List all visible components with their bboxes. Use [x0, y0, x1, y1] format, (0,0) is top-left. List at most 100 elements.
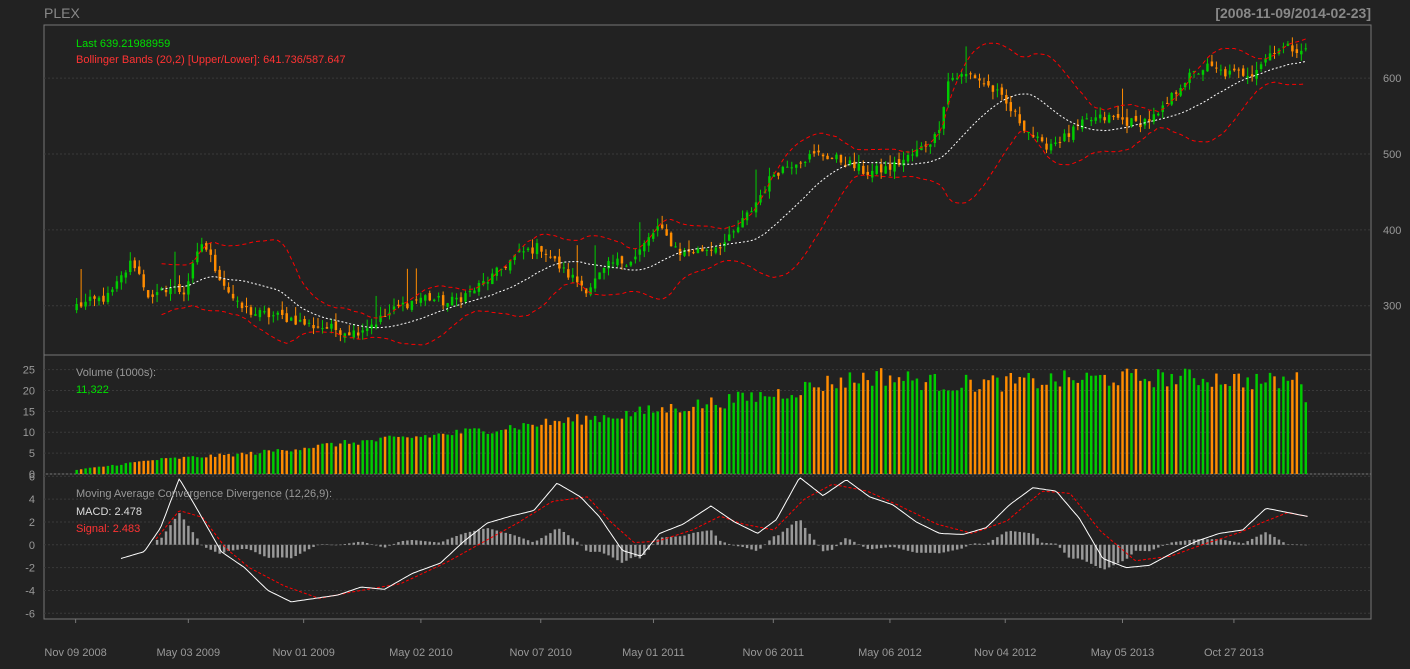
candle-body [379, 315, 382, 322]
macd-histogram-bar [1000, 534, 1004, 545]
candle-body [88, 296, 92, 301]
macd-histogram-bar [240, 544, 244, 550]
macd-histogram-bar [348, 543, 351, 545]
macd-histogram-bar [924, 544, 928, 553]
candle-body [933, 134, 937, 143]
volume-bar [1165, 386, 1169, 474]
candle-body [160, 288, 163, 291]
macd-histogram-bar [808, 533, 811, 545]
volume-bar [1125, 368, 1129, 474]
macd-histogram-bar [911, 544, 914, 552]
volume-bar [1049, 373, 1053, 474]
macd-histogram-bar [558, 528, 561, 545]
volume-legend-title: Volume (1000s): [76, 367, 157, 379]
volume-bar [1237, 373, 1240, 474]
macd-histogram-bar [683, 535, 686, 545]
volume-bar [281, 450, 284, 474]
macd-histogram-bar [1139, 544, 1142, 551]
volume-bar [401, 436, 405, 474]
macd-histogram-bar [1112, 544, 1115, 566]
macd-histogram-bar [1206, 539, 1209, 545]
candle-body [987, 81, 990, 86]
macd-histogram-bar [374, 544, 378, 546]
volume-bar [562, 422, 566, 474]
candle-body [1228, 70, 1232, 75]
macd-histogram-bar [245, 544, 248, 549]
price-tick-label: 600 [1383, 73, 1401, 85]
macd-histogram-bar [459, 534, 463, 545]
volume-bar [1215, 373, 1218, 474]
macd-legend-value: MACD: 2.478 [76, 506, 143, 518]
candle-body [106, 292, 110, 303]
candle-body [464, 293, 467, 302]
candle-body [450, 296, 454, 306]
volume-bar [1130, 373, 1133, 474]
macd-histogram-bar [616, 544, 619, 561]
candle-body [1014, 110, 1017, 112]
macd-histogram-bar [231, 544, 235, 551]
volume-bar [169, 457, 172, 474]
volume-bar [477, 428, 481, 474]
volume-bar [245, 454, 248, 474]
volume-bar [1255, 373, 1258, 474]
volume-bar [1161, 372, 1164, 474]
volume-bar [946, 390, 950, 474]
candle-body [84, 301, 87, 307]
candle-body [406, 303, 409, 309]
volume-bar [1107, 385, 1111, 474]
candle-body [982, 83, 986, 85]
candle-body [629, 261, 633, 266]
macd-tick-label: 4 [29, 494, 35, 506]
candle-body [754, 202, 758, 213]
candle-body [129, 260, 132, 272]
macd-histogram-bar [906, 544, 910, 551]
candle-body [97, 297, 101, 302]
macd-histogram-bar [727, 543, 731, 545]
candle-body [893, 161, 896, 172]
candle-body [155, 292, 159, 296]
macd-histogram-bar [1022, 532, 1026, 545]
candle-body [142, 274, 145, 288]
volume-bar [160, 458, 163, 474]
volume-bar [111, 464, 114, 474]
volume-bar [1031, 378, 1035, 474]
macd-histogram-bar [1157, 544, 1160, 548]
macd-histogram-bar [392, 543, 396, 545]
candle-body [218, 269, 221, 281]
volume-bar [1045, 384, 1048, 474]
macd-histogram-bar [468, 531, 472, 545]
candle-body [911, 154, 914, 156]
x-tick-label: May 06 2012 [858, 647, 922, 659]
volume-bar [1246, 377, 1249, 474]
volume-bar [1219, 384, 1223, 474]
candle-body [1264, 58, 1267, 63]
volume-tick-label: 5 [29, 448, 35, 460]
volume-bar [93, 467, 96, 474]
macd-histogram-bar [1174, 541, 1178, 545]
candle-body [79, 302, 83, 307]
volume-bar [450, 435, 454, 474]
macd-histogram-bar [1215, 539, 1218, 545]
macd-histogram-bar [173, 518, 177, 545]
volume-bar [897, 377, 901, 474]
volume-bar [1277, 388, 1281, 474]
candle-body [598, 272, 601, 280]
macd-histogram-bar [996, 537, 999, 545]
candle-body [1282, 46, 1285, 48]
macd-histogram-bar [812, 539, 816, 545]
volume-bar [942, 389, 945, 474]
volume-bar [249, 451, 253, 474]
macd-histogram-bar [571, 538, 575, 545]
macd-histogram-bar [987, 542, 990, 545]
candle-body [1058, 142, 1062, 144]
candle-body [790, 167, 794, 169]
macd-histogram-bar [1237, 542, 1240, 545]
candle-body [839, 154, 843, 163]
volume-bar [455, 429, 458, 474]
macd-histogram-bar [522, 538, 525, 545]
volume-bar [1112, 382, 1115, 474]
x-tick-label: Nov 01 2009 [272, 647, 334, 659]
macd-histogram-bar [786, 528, 789, 545]
volume-bar [316, 444, 320, 474]
macd-histogram-bar [289, 544, 293, 559]
